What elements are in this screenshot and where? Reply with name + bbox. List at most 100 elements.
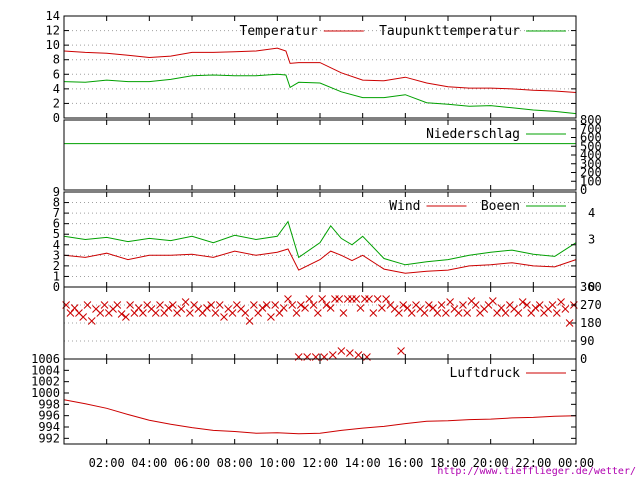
wind_direction-point <box>245 317 254 325</box>
wind_direction-point <box>70 304 79 312</box>
wind_direction-point <box>215 301 224 309</box>
wind_direction-point <box>130 309 139 317</box>
x-tick-label: 00:00 <box>558 456 594 470</box>
x-tick-label: 12:00 <box>302 456 338 470</box>
x-tick-label: 18:00 <box>430 456 466 470</box>
precipitation-y-right-tick-label: 500 <box>580 139 602 153</box>
wind_direction-point <box>275 309 284 317</box>
wind_direction-point <box>177 305 186 313</box>
precipitation-y-right-tick-label: 300 <box>580 157 602 171</box>
wind_direction-point <box>561 305 570 313</box>
wind_direction-y-right-tick-label: 270 <box>580 298 602 312</box>
wind_direction-point <box>446 298 454 306</box>
temperature-series-taupunkttemperatur <box>63 73 577 115</box>
wind_direction-point <box>424 301 433 309</box>
wind_direction-y-right-tick-label: 0 <box>580 352 587 366</box>
wind-y-tick-label: 0 <box>53 280 60 294</box>
temperature-legend-label: Temperatur <box>240 24 318 39</box>
wind_direction-point <box>337 347 346 355</box>
wind_direction-point <box>122 313 130 321</box>
temperature-y-tick-label: 2 <box>53 96 60 110</box>
text-layer: 02468101214TaupunkttemperaturTemperatur0… <box>31 9 602 470</box>
wind_direction-point <box>501 309 510 317</box>
frame-layer <box>63 15 577 445</box>
wind_direction-point <box>369 309 378 317</box>
wind-series-boeen <box>63 220 577 266</box>
wind_direction-y-right-tick-label: 180 <box>580 316 602 330</box>
wind_direction-point <box>284 295 292 303</box>
grid-layer <box>64 30 576 342</box>
temperature-y-tick-label: 14 <box>46 9 60 23</box>
wind_direction-point <box>322 301 331 309</box>
wind_direction-point <box>399 301 408 309</box>
wind_direction-y-right-tick-label: 360 <box>580 280 602 294</box>
pressure-y-tick-label: 1002 <box>31 375 60 389</box>
wind_direction-point <box>403 304 412 312</box>
wind_direction-point <box>565 319 574 327</box>
series-layer <box>62 47 578 435</box>
pressure-y-tick-label: 1000 <box>31 386 60 400</box>
precipitation-y-right-tick-label: 400 <box>580 148 602 162</box>
wind_direction-point <box>407 309 416 317</box>
wind_direction-point <box>493 309 501 317</box>
wind_direction-point <box>318 295 326 303</box>
wind_direction-point <box>126 301 134 309</box>
temperature-series-temperatur <box>63 47 577 93</box>
wind_direction-point <box>314 309 322 317</box>
wind_direction-point <box>168 301 177 309</box>
wind_direction-point <box>96 309 105 317</box>
source-url: http://www.tiefflieger.de/wetter/ <box>437 466 636 477</box>
wind_direction-point <box>151 309 160 317</box>
wind_direction-point <box>429 304 437 312</box>
wind_direction-point <box>518 298 527 306</box>
wind_direction-point <box>488 297 497 305</box>
wind_direction-point <box>531 304 540 312</box>
wind-y-tick-label: 8 <box>53 196 60 210</box>
wind_direction-point <box>471 301 480 309</box>
wind-y-tick-label: 6 <box>53 217 60 231</box>
wind_direction-point <box>395 309 403 317</box>
wind-y-tick-label: 2 <box>53 259 60 273</box>
pressure-y-tick-label: 998 <box>38 397 60 411</box>
wind_direction-point <box>557 298 565 306</box>
pressure-y-tick-label: 1006 <box>31 352 60 366</box>
x-tick-label: 06:00 <box>174 456 210 470</box>
wind_direction-point <box>346 349 354 357</box>
wind_direction-point <box>83 301 92 309</box>
wind_direction-point <box>139 309 147 317</box>
wind_direction-point <box>309 301 318 309</box>
wind_direction-point <box>365 295 373 303</box>
wind_direction-point <box>454 309 463 317</box>
wind_direction-point <box>463 309 472 317</box>
wind_direction-point <box>548 301 557 309</box>
temperature-y-tick-label: 6 <box>53 67 60 81</box>
pressure-y-tick-label: 996 <box>38 409 60 423</box>
wind-y-tick-label: 1 <box>53 269 60 283</box>
wind_direction-point <box>552 309 561 317</box>
precipitation-y-right-tick-label: 800 <box>580 113 602 127</box>
wind_direction-point <box>497 304 506 312</box>
wind_direction-y-right-tick-label: 90 <box>580 334 594 348</box>
wind-series-wind <box>63 248 577 274</box>
wind_direction-point <box>288 301 297 309</box>
temperature-y-tick-label: 0 <box>53 111 60 125</box>
precipitation-y-right-tick-label: 100 <box>580 174 602 188</box>
wind_direction-point <box>100 301 109 309</box>
wind_direction-point <box>181 298 190 306</box>
wind_direction-point <box>535 301 544 309</box>
wind_direction-point <box>134 304 143 312</box>
wind-legend-label: Boeen <box>481 199 520 214</box>
precipitation-legend-label: Niederschlag <box>426 127 520 142</box>
temperature-y-tick-label: 12 <box>46 24 60 38</box>
wind_direction-point <box>207 301 216 309</box>
wind_direction-point <box>527 309 536 317</box>
wind_direction-point <box>66 309 75 317</box>
wind-right-label: 4 <box>588 206 595 220</box>
pressure-y-tick-label: 1004 <box>31 363 60 377</box>
wind_direction-point <box>203 304 211 312</box>
wind_direction-point <box>117 310 126 318</box>
x-tick-label: 02:00 <box>89 456 125 470</box>
wind_direction-point <box>220 313 228 321</box>
wind_direction-point <box>305 295 314 303</box>
